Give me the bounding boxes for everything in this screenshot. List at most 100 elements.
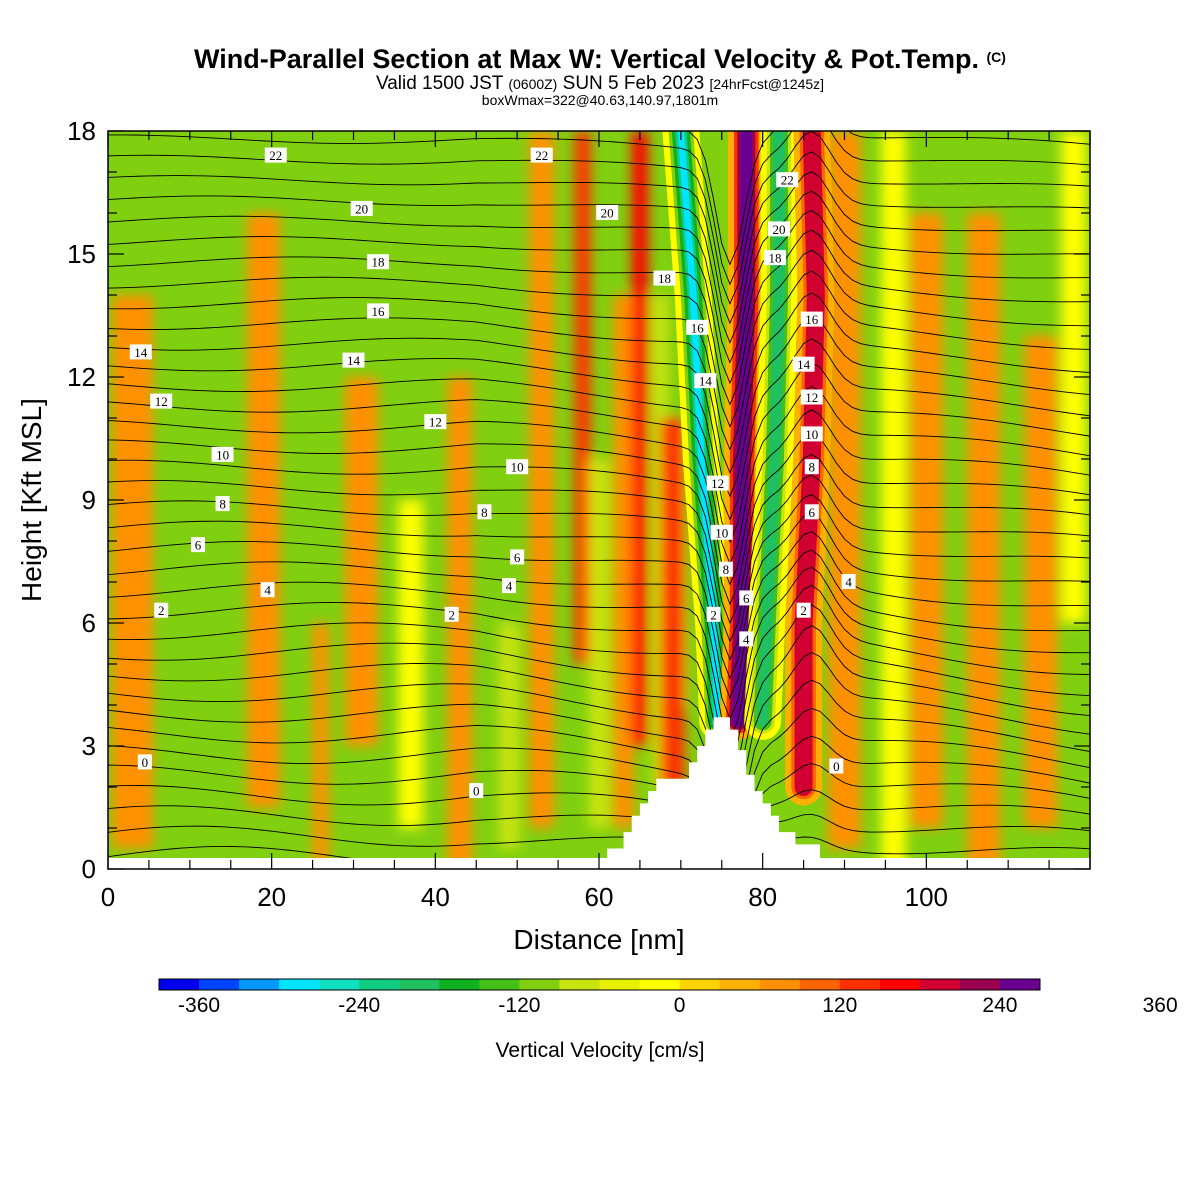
- isentrope-label: 4: [841, 574, 856, 590]
- isentrope: [108, 584, 1090, 763]
- isentrope-label-text: 14: [134, 345, 148, 360]
- velocity-streak: [447, 377, 473, 869]
- isentrope: [108, 474, 1090, 643]
- isentrope: [108, 825, 1090, 869]
- isentrope: [108, 604, 1090, 785]
- forecast-info: [24hrFcst@1245z]: [709, 76, 825, 92]
- isentrope-label-bg: [694, 373, 717, 389]
- isentrope-label: 12: [706, 475, 729, 491]
- isentrope-label: 4: [260, 582, 275, 598]
- isentrope-label: 4: [739, 631, 754, 647]
- colorbar-tick-labels: -360 -240 -120 0 120 240 360: [178, 994, 1178, 1017]
- isentrope-label-bg: [841, 574, 856, 589]
- colorbar-tick-label: -240: [338, 994, 380, 1017]
- colorbar-swatch: [799, 979, 841, 990]
- colorbar-swatch: [679, 979, 721, 990]
- isentrope-label-bg: [444, 606, 459, 622]
- isentrope-label-text: 20: [355, 201, 368, 216]
- isentrope-label: 2: [796, 602, 811, 618]
- isentrope-label-bg: [800, 311, 823, 327]
- valid-utc: (0600Z): [508, 76, 558, 92]
- isentrope-label: 2: [444, 606, 459, 622]
- isentrope: [108, 625, 1090, 809]
- isentrope-label-text: 10: [715, 525, 728, 540]
- isentrope-label-text: 0: [473, 784, 480, 799]
- isentrope-label-bg: [596, 205, 619, 220]
- valid-time: Valid 1500 JST (0600Z) SUN 5 Feb 2023 [2…: [0, 73, 1200, 95]
- velocity-streak: [588, 459, 610, 828]
- isentrope-label-text: 16: [805, 312, 819, 327]
- velocity-streak: [631, 131, 649, 746]
- y-tick-label: 12: [67, 362, 96, 392]
- isentrope-label-text: 12: [711, 476, 724, 491]
- copyright-mark: (C): [986, 49, 1006, 65]
- isentrope: [108, 209, 1090, 385]
- velocity-core: [756, 131, 785, 728]
- isentrope: [108, 229, 1090, 406]
- velocity-streak: [574, 131, 591, 664]
- isentrope-label-text: 2: [448, 607, 455, 622]
- colorbar-swatch: [879, 979, 921, 990]
- isentrope: [108, 453, 1090, 625]
- isentrope-label: 16: [800, 311, 823, 327]
- isentrope-label-bg: [739, 631, 754, 647]
- isentrope: [108, 432, 1090, 606]
- boxwmax-info: boxWmax=322@40.63,140.97,1801m: [481, 92, 719, 108]
- colorbar-frame: [158, 978, 1041, 991]
- isentrope-label: 18: [763, 250, 786, 266]
- velocity-streak: [660, 418, 685, 787]
- x-tick-label: 0: [101, 882, 115, 912]
- isentrope-label: 10: [211, 446, 234, 462]
- isentrope-label-bg: [501, 578, 516, 594]
- isentrope-label-text: 0: [833, 759, 840, 774]
- isentrope-label: 20: [596, 205, 619, 221]
- x-axis-label: Distance [nm]: [513, 924, 684, 955]
- valid-date: SUN 5 Feb 2023: [562, 73, 705, 94]
- isentrope-label: 10: [800, 426, 823, 442]
- isentrope-label-bg: [424, 414, 447, 430]
- isentrope-label-text: 4: [506, 579, 513, 594]
- velocity-streak: [881, 131, 906, 869]
- chart-title: Wind-Parallel Section at Max W: Vertical…: [0, 44, 1200, 75]
- isentrope: [108, 703, 1090, 869]
- isentrope-label: 6: [510, 549, 525, 565]
- isentrope-label-bg: [215, 496, 230, 512]
- y-tick-label: 0: [82, 854, 96, 884]
- x-tick-label: 100: [905, 882, 948, 912]
- isentrope-label-bg: [137, 754, 152, 770]
- isentrope-label-text: 2: [710, 607, 717, 622]
- isentrope-label: 6: [739, 590, 754, 606]
- isentrope-label-bg: [829, 758, 844, 774]
- isentrope-label: 8: [215, 496, 230, 512]
- isentrope-label: 0: [137, 754, 152, 770]
- isentrope-label-text: 4: [845, 575, 852, 590]
- isentrope-label-text: 16: [691, 320, 705, 335]
- isentrope-label-bg: [342, 352, 365, 368]
- velocity-streak: [909, 213, 943, 828]
- isentrope: [108, 651, 1090, 832]
- colorbar-swatch: [559, 979, 600, 990]
- isentrope-label-text: 10: [805, 427, 818, 442]
- colorbar-swatch: [239, 979, 280, 990]
- colorbar-swatch: [639, 979, 681, 990]
- y-tick-label: 6: [82, 608, 96, 638]
- isentrope: [108, 190, 1090, 364]
- y-axis-label: Height [Kft MSL]: [16, 398, 47, 602]
- isentrope: [108, 292, 1090, 474]
- y-tick-labels: 0 3 6 9 12 15 18: [67, 116, 96, 884]
- y-tick-label: 3: [82, 731, 96, 761]
- colorbar-swatch: [999, 979, 1041, 990]
- isentrope-label-text: 12: [155, 394, 168, 409]
- isentrope-label-bg: [469, 783, 484, 799]
- isentrope-label-bg: [506, 459, 529, 475]
- isentrope-label-text: 22: [781, 173, 794, 188]
- isentrope-label: 12: [800, 389, 823, 405]
- velocity-streak: [345, 377, 379, 746]
- isentrope-label: 18: [653, 270, 676, 286]
- velocity-streak: [967, 213, 1000, 869]
- colorbar-swatch: [399, 979, 440, 990]
- colorbar-swatch: [439, 979, 480, 990]
- axis-ticks: [107, 130, 1091, 870]
